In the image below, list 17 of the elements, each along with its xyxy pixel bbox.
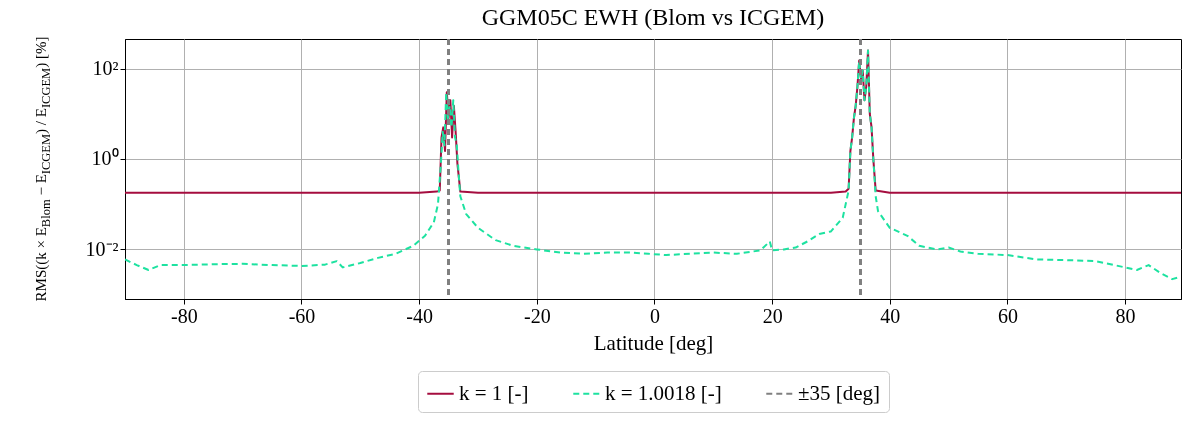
x-tick-label: 40 <box>880 304 901 327</box>
x-tick-label: -60 <box>288 304 316 327</box>
y-tick-label: 10⁰ <box>91 147 119 170</box>
legend-label: ±35 [deg] <box>798 380 881 405</box>
y-tick-label: 10² <box>92 57 119 80</box>
legend-label: k = 1.0018 [-] <box>605 380 722 405</box>
x-tick-label: -80 <box>170 304 198 327</box>
x-tick-label: 20 <box>762 304 783 327</box>
legend-label: k = 1 [-] <box>459 380 529 405</box>
x-axis-title: Latitude [deg] <box>593 330 714 355</box>
x-tick-label: 80 <box>1115 304 1136 327</box>
y-tick-label: 10⁻² <box>85 237 119 260</box>
x-tick-label: 0 <box>649 304 660 327</box>
x-tick-label: -20 <box>523 304 551 327</box>
chart-title: GGM05C EWH (Blom vs ICGEM) <box>481 4 825 30</box>
x-tick-label: 60 <box>997 304 1018 327</box>
x-tick-label: -40 <box>406 304 433 327</box>
